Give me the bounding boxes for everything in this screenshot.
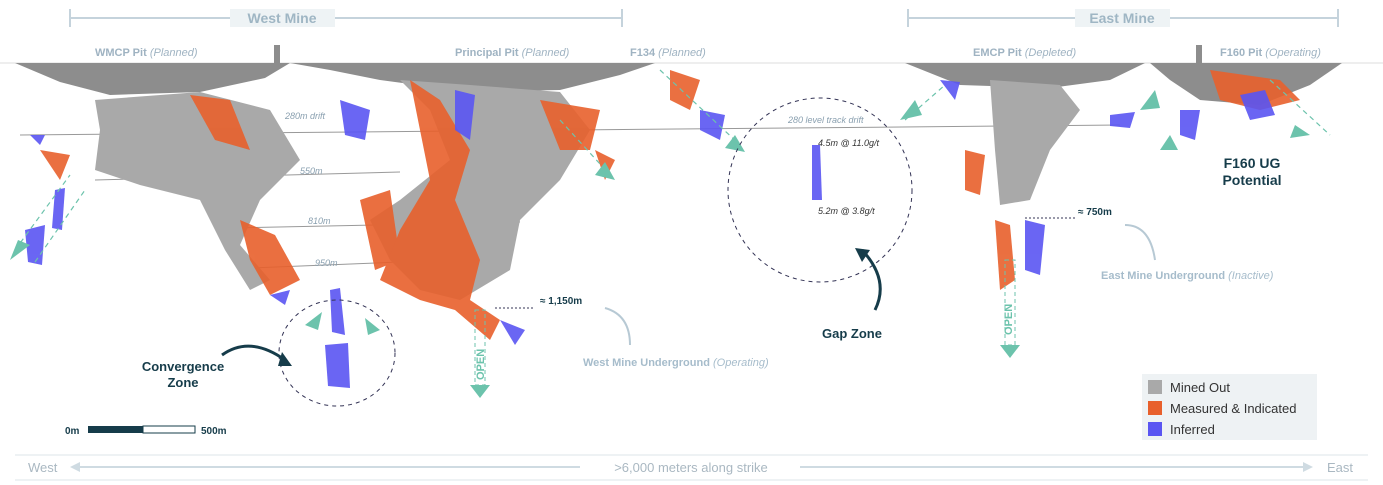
distance: ≈ 750m xyxy=(1078,207,1112,218)
pointer xyxy=(221,344,286,362)
ug-name: East Mine Underground xyxy=(1101,270,1225,282)
level-label: 280m drift xyxy=(284,111,326,121)
legend-swatch xyxy=(1148,380,1162,394)
pit-name: F134 xyxy=(630,47,656,59)
zone-label: Potential xyxy=(1222,172,1281,188)
open-label: OPEN xyxy=(1003,304,1015,335)
zone-label: Gap Zone xyxy=(822,326,882,341)
pit-name: WMCP Pit xyxy=(95,47,147,59)
intercept: 5.2m @ 3.8g/t xyxy=(818,206,875,216)
pit-status: (Planned) xyxy=(150,47,198,59)
pointer xyxy=(1124,224,1156,261)
pit-status: (Operating) xyxy=(1265,47,1321,59)
pit-label: F134 (Planned) xyxy=(630,47,706,59)
header: West Mine xyxy=(248,10,317,26)
strike-arrow xyxy=(1303,462,1313,472)
ug-status: (Operating) xyxy=(713,357,769,369)
legend-swatch xyxy=(1148,422,1162,436)
scale-label: 0m xyxy=(65,426,80,437)
pit-label: EMCP Pit (Depleted) xyxy=(973,47,1076,59)
pit-name: EMCP Pit xyxy=(973,47,1022,59)
strike-arrow xyxy=(70,462,80,472)
header-bg xyxy=(230,9,335,27)
distance: ≈ 1,150m xyxy=(540,296,582,307)
zone-label: F160 UG xyxy=(1224,155,1281,171)
level-label: 550m xyxy=(300,166,323,176)
scale-label: 500m xyxy=(201,426,227,437)
level-label: 280 level track drift xyxy=(787,115,864,125)
underground-label: West Mine Underground (Operating) xyxy=(583,357,769,369)
pit-name: F160 Pit xyxy=(1220,47,1263,59)
pit-status: (Planned) xyxy=(522,47,570,59)
pointer-head xyxy=(855,248,870,262)
pointer xyxy=(860,248,882,311)
legend-label: Mined Out xyxy=(1170,380,1230,395)
legend-label: Measured & Indicated xyxy=(1170,401,1296,416)
legend-swatch xyxy=(1148,401,1162,415)
header-bg xyxy=(1075,9,1170,27)
pit-status: (Depleted) xyxy=(1025,47,1077,59)
open-label: OPEN xyxy=(475,349,487,380)
strike-label: >6,000 meters along strike xyxy=(614,460,768,475)
ug-name: West Mine Underground xyxy=(583,357,710,369)
strike-label: West xyxy=(28,460,58,475)
underground-label: East Mine Underground (Inactive) xyxy=(1101,270,1274,282)
pit-name: Principal Pit xyxy=(455,47,519,59)
scale-bar xyxy=(88,426,143,433)
trend-arrows xyxy=(10,69,1331,398)
scale-bar xyxy=(142,425,196,434)
pit-status: (Planned) xyxy=(658,47,706,59)
zone-label: Zone xyxy=(167,375,198,390)
gap-circle xyxy=(727,97,913,283)
convergence-circle xyxy=(278,299,396,407)
legend-bg xyxy=(1142,374,1317,440)
zone-label: Convergence xyxy=(142,359,224,374)
level-label: 950m xyxy=(315,258,338,268)
legend-label: Inferred xyxy=(1170,422,1215,437)
pointer-head xyxy=(278,352,292,366)
pit-label: WMCP Pit (Planned) xyxy=(95,47,198,59)
pit-label: F160 Pit (Operating) xyxy=(1220,47,1321,59)
strike-label: East xyxy=(1327,460,1353,475)
pit-labels: WMCP Pit (Planned) Principal Pit (Planne… xyxy=(95,47,1321,59)
intercept: 4.5m @ 11.0g/t xyxy=(818,138,880,148)
pit-label: Principal Pit (Planned) xyxy=(455,47,570,59)
ug-status: (Inactive) xyxy=(1228,270,1274,282)
pits xyxy=(15,45,1342,105)
pointer xyxy=(604,307,631,346)
level-label: 810m xyxy=(308,216,331,226)
header: East Mine xyxy=(1089,10,1155,26)
inferred xyxy=(25,80,1275,388)
header-bars xyxy=(69,9,1339,27)
